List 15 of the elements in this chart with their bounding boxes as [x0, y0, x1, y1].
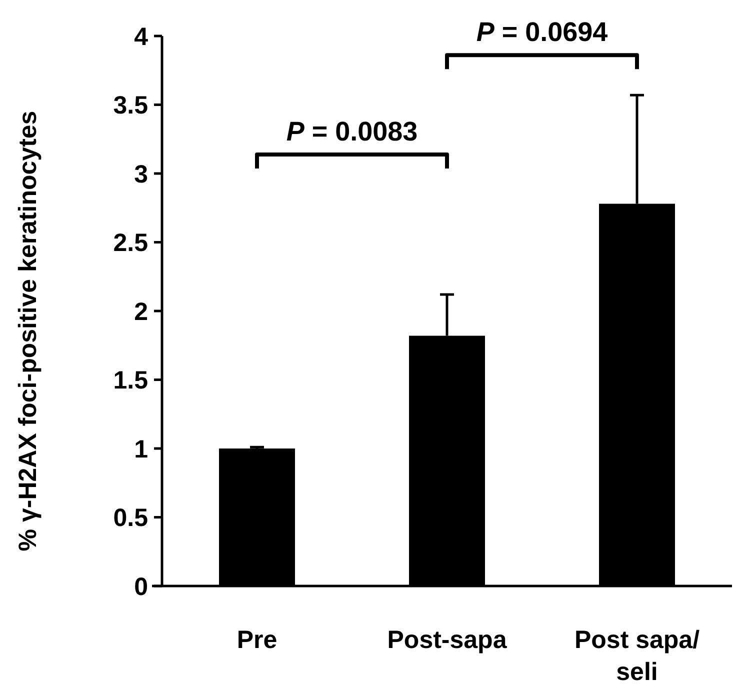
y-axis-title: % γ-H2AX foci-positive keratinocytes [14, 110, 42, 552]
y-tick-label: 3.5 [113, 92, 148, 120]
annotation: P = 0.0694 [476, 17, 608, 48]
x-tick-label: Pre [236, 626, 278, 654]
y-tick-label: 1 [134, 435, 148, 464]
y-tick-label: 1.5 [113, 366, 148, 394]
y-tick-label: 3 [134, 160, 148, 188]
y-tick-label: 2.5 [113, 229, 148, 257]
y-tick-label: 0.5 [113, 504, 148, 532]
x-tick-label: Post-sapa [387, 626, 508, 654]
annotation: P = 0.0083 [286, 116, 418, 146]
y-tick-label: 0 [134, 572, 148, 601]
y-tick-label: 4 [134, 22, 148, 51]
y-tick-label: 2 [134, 298, 148, 326]
x-tick-label: Post sapa/ seli [574, 626, 700, 686]
